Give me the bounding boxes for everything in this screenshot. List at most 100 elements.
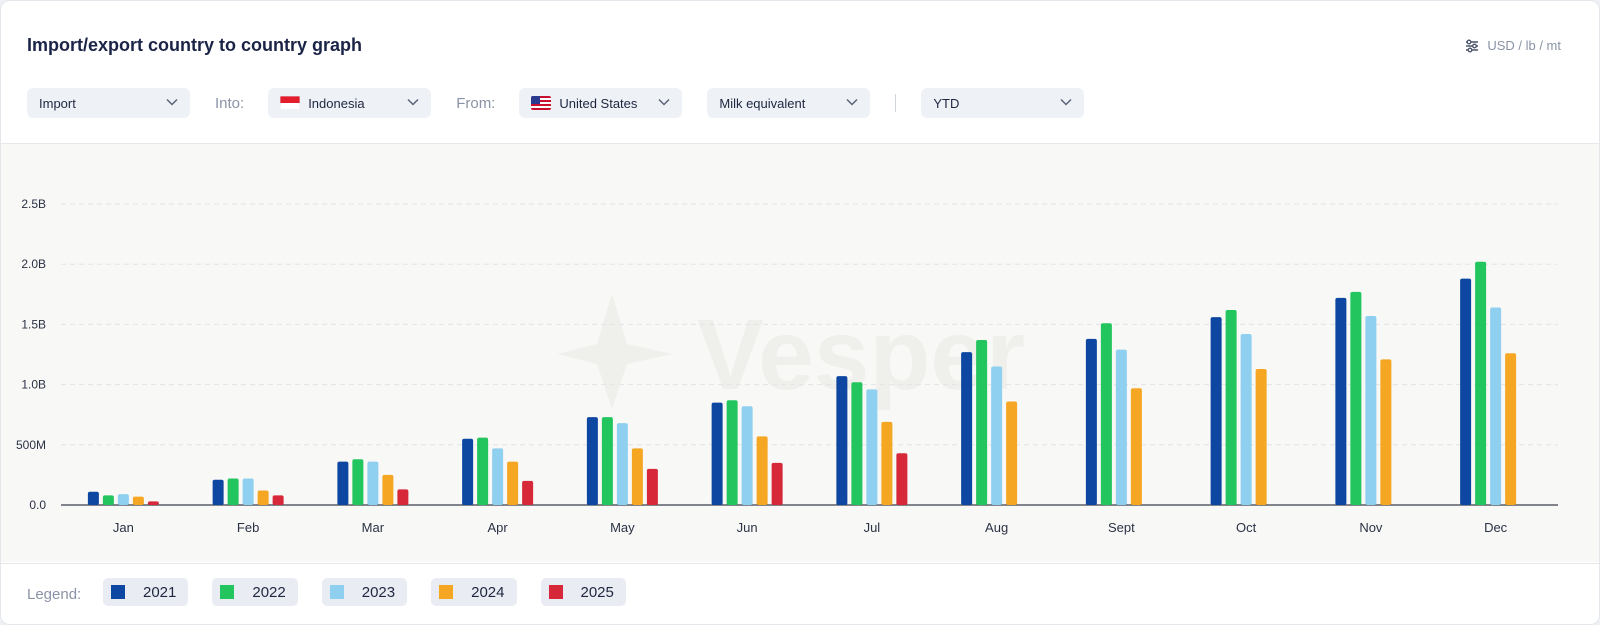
- units-selector[interactable]: USD / lb / mt: [1465, 38, 1561, 53]
- bar-jun-2022[interactable]: [726, 400, 738, 505]
- from-country-dropdown[interactable]: United States: [519, 88, 683, 118]
- bar-may-2021[interactable]: [586, 417, 598, 505]
- bar-mar-2024[interactable]: [382, 474, 394, 505]
- bar-oct-2022[interactable]: [1225, 309, 1237, 505]
- bar-mar-2021[interactable]: [337, 461, 349, 505]
- bar-aug-2024[interactable]: [1006, 401, 1018, 505]
- bar-jan-2025[interactable]: [147, 501, 159, 505]
- legend-swatch: [111, 585, 125, 599]
- bar-feb-2022[interactable]: [227, 478, 239, 505]
- bar-apr-2022[interactable]: [477, 437, 489, 505]
- legend-item-label: 2024: [471, 583, 505, 601]
- bar-mar-2025[interactable]: [397, 489, 409, 505]
- bar-mar-2022[interactable]: [352, 459, 364, 505]
- legend-item-label: 2025: [580, 583, 614, 601]
- x-tick-label: Dec: [1484, 520, 1508, 535]
- bar-oct-2021[interactable]: [1210, 317, 1222, 505]
- bar-feb-2023[interactable]: [242, 478, 254, 505]
- vesper-star-icon: [557, 294, 672, 409]
- into-label: Into:: [215, 94, 245, 112]
- legend-items: 2021 2022 2023 2024 2025: [103, 578, 626, 606]
- bar-oct-2023[interactable]: [1240, 334, 1252, 505]
- bar-sept-2024[interactable]: [1130, 388, 1142, 505]
- bar-sept-2023[interactable]: [1115, 349, 1127, 505]
- bar-feb-2021[interactable]: [212, 479, 224, 505]
- legend-item-2023[interactable]: 2023: [321, 578, 408, 606]
- bar-jul-2024[interactable]: [881, 421, 893, 505]
- chevron-down-icon: [658, 98, 670, 106]
- bar-jun-2025[interactable]: [771, 462, 783, 505]
- bar-jan-2024[interactable]: [132, 496, 144, 505]
- bar-jul-2021[interactable]: [836, 376, 848, 505]
- legend-item-2022[interactable]: 2022: [212, 578, 298, 606]
- bar-sept-2022[interactable]: [1100, 323, 1112, 505]
- x-tick-label: Nov: [1359, 520, 1383, 535]
- bar-may-2022[interactable]: [601, 417, 613, 505]
- x-tick-label: Apr: [488, 520, 509, 535]
- y-tick-label: 1.5B: [21, 317, 46, 331]
- bar-jun-2024[interactable]: [756, 436, 768, 505]
- bar-aug-2021[interactable]: [961, 352, 973, 505]
- bar-feb-2025[interactable]: [272, 495, 284, 505]
- bar-apr-2025[interactable]: [522, 480, 534, 505]
- bar-sept-2021[interactable]: [1085, 338, 1097, 505]
- chevron-down-icon: [407, 98, 419, 106]
- bar-may-2024[interactable]: [631, 448, 643, 505]
- bar-apr-2024[interactable]: [507, 461, 519, 505]
- legend-item-2021[interactable]: 2021: [103, 578, 189, 606]
- x-tick-label: Oct: [1236, 520, 1257, 535]
- bar-nov-2022[interactable]: [1350, 291, 1362, 505]
- bar-nov-2023[interactable]: [1365, 315, 1377, 505]
- filter-row: Import Into: Indonesia From:: [27, 88, 1085, 118]
- legend-item-2025[interactable]: 2025: [540, 578, 626, 606]
- bar-jun-2023[interactable]: [741, 406, 753, 505]
- bar-mar-2023[interactable]: [367, 461, 379, 505]
- period-dropdown[interactable]: YTD: [921, 88, 1085, 118]
- bar-nov-2024[interactable]: [1380, 359, 1392, 505]
- bar-aug-2023[interactable]: [991, 366, 1003, 505]
- flow-value: Import: [39, 95, 76, 111]
- bar-dec-2022[interactable]: [1475, 261, 1487, 505]
- bar-jul-2025[interactable]: [896, 453, 908, 505]
- sliders-icon: [1466, 39, 1479, 52]
- bar-oct-2024[interactable]: [1255, 368, 1267, 505]
- legend-item-label: 2023: [361, 583, 396, 601]
- bar-apr-2021[interactable]: [462, 438, 474, 505]
- units-label: USD / lb / mt: [1487, 38, 1561, 53]
- x-tick-label: Mar: [362, 520, 385, 535]
- filter-divider: [895, 94, 897, 112]
- y-tick-label: 500M: [16, 438, 46, 452]
- legend-item-2024[interactable]: 2024: [431, 578, 517, 606]
- measure-value: Milk equivalent: [719, 95, 806, 111]
- y-tick-label: 2.0B: [21, 257, 46, 271]
- measure-dropdown[interactable]: Milk equivalent: [707, 88, 871, 118]
- legend-item-label: 2022: [252, 583, 286, 601]
- chevron-down-icon: [846, 98, 858, 106]
- bar-apr-2023[interactable]: [492, 448, 504, 505]
- period-value: YTD: [933, 95, 960, 111]
- bar-nov-2021[interactable]: [1335, 297, 1347, 505]
- bar-jan-2021[interactable]: [87, 491, 99, 505]
- bar-jun-2021[interactable]: [711, 402, 723, 505]
- legend-swatch: [439, 585, 454, 599]
- flow-dropdown[interactable]: Import: [27, 88, 190, 118]
- bar-dec-2024[interactable]: [1505, 353, 1517, 505]
- chevron-down-icon: [166, 98, 178, 106]
- legend-item-label: 2021: [143, 583, 177, 601]
- bar-dec-2023[interactable]: [1490, 307, 1502, 505]
- bar-may-2025[interactable]: [646, 468, 658, 505]
- bar-jul-2022[interactable]: [851, 382, 863, 505]
- from-label: From:: [456, 94, 496, 112]
- bar-jul-2023[interactable]: [866, 389, 878, 505]
- x-tick-label: Jan: [113, 520, 134, 535]
- x-tick-label: Sept: [1108, 520, 1135, 535]
- y-tick-label: 2.5B: [21, 197, 46, 211]
- bar-aug-2022[interactable]: [976, 340, 988, 505]
- bar-jan-2023[interactable]: [117, 494, 129, 505]
- bar-dec-2021[interactable]: [1460, 278, 1472, 505]
- bar-jan-2022[interactable]: [102, 495, 114, 505]
- bar-feb-2024[interactable]: [257, 490, 269, 505]
- into-country-dropdown[interactable]: Indonesia: [268, 88, 432, 118]
- chevron-down-icon: [1060, 98, 1072, 106]
- bar-may-2023[interactable]: [616, 423, 628, 505]
